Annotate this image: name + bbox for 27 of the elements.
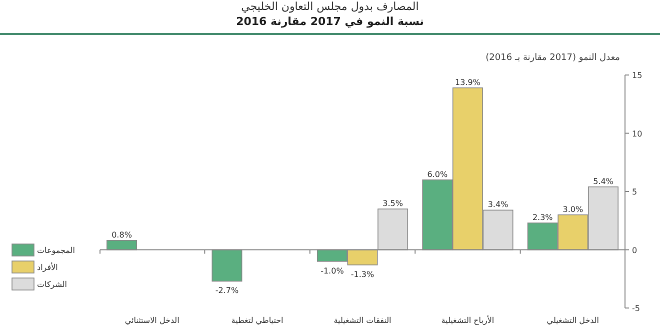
data-label: 3.4% xyxy=(488,200,509,210)
y-axis-title: معدل النمو (2017 مقارنة بـ 2016) xyxy=(486,53,620,63)
data-label: -2.7% xyxy=(215,286,239,296)
data-label: 3.0% xyxy=(562,204,584,214)
y-tick-label: -5 xyxy=(632,304,640,313)
data-label: 0.8% xyxy=(112,230,132,240)
data-label: 13.9% xyxy=(455,78,481,87)
x-tick-label: الأرباح التشغيلية xyxy=(441,315,494,325)
legend-label: الأفراد xyxy=(37,262,58,272)
legend-label: الشركات xyxy=(37,280,67,289)
y-tick-label: 10 xyxy=(632,129,642,138)
x-tick-label: النفقات التشغيلية xyxy=(334,316,392,325)
y-tick-label: 15 xyxy=(632,71,642,80)
y-tick-label: 5 xyxy=(632,188,638,196)
x-tick-label: الدخل التشغيلي xyxy=(546,316,600,325)
data-label: 2.3% xyxy=(532,212,554,222)
data-label: 3.5% xyxy=(382,198,404,208)
legend-label: المجموعات xyxy=(37,246,75,255)
chart-title: المصارف بدول مجلس التعاون الخليجي xyxy=(241,0,419,13)
data-label: -1.0% xyxy=(320,266,344,276)
x-tick-label: الدخل الاستثنائي xyxy=(124,316,180,325)
data-label: 5.4% xyxy=(593,176,614,186)
x-tick-label: احتياطي لتغطية xyxy=(231,316,284,325)
data-label: -1.3% xyxy=(350,270,374,279)
data-label: 6.0% xyxy=(427,170,448,179)
chart-subtitle: نسبة النمو في 2017 مقارنة 2016 xyxy=(236,15,424,28)
y-tick-label: 0 xyxy=(632,246,638,255)
